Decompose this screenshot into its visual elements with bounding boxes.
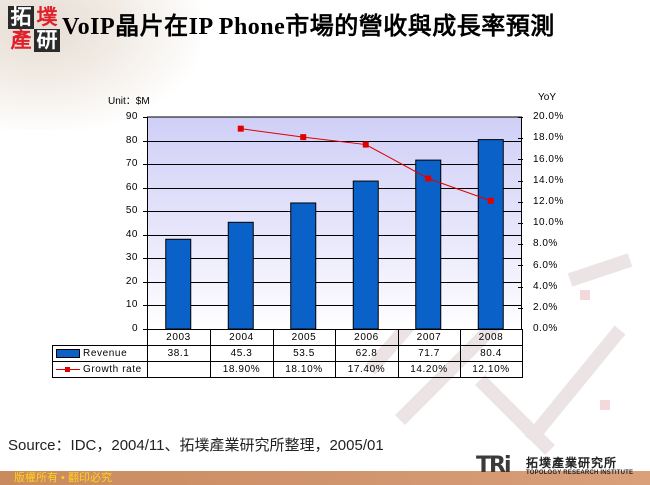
y-tick-left: 10 [125,299,138,310]
logo-char: 拓 [8,6,34,29]
growth-cell [146,361,211,378]
table-row-growth: Growth rate 18.90% 18.10% 17.40% 14.20% … [52,361,523,378]
revenue-bar [415,159,442,330]
year-cell: 2005 [272,329,336,346]
year-cell: 2007 [397,329,461,346]
tri-logo-badge: 拓 墣 產 研 [8,6,60,52]
y-tick-right: 8.0% [533,238,558,249]
logo-char: 研 [34,29,60,52]
y-tick-right: 6.0% [533,260,558,271]
revenue-bar [352,180,379,330]
year-cell: 2003 [146,329,211,346]
logo-char: 墣 [36,5,58,29]
revenue-bar [477,139,504,330]
growth-cell: 12.10% [459,361,523,378]
growth-rate-marker [362,141,369,148]
y-tick-right: 4.0% [533,281,558,292]
revenue-cell: 45.3 [209,345,274,362]
tri-logo-mark: TRi [476,453,511,478]
y-tick-right: 12.0% [533,196,564,207]
copyright-text: 版權所有 • 翻印必究 [14,472,112,484]
tri-brand-logo: TRi 拓墣產業研究所 TOPOLOGY RESEARCH INSTITUTE [476,453,648,479]
revenue-cell: 53.5 [272,345,336,362]
y-tick-right: 14.0% [533,175,564,186]
legend-revenue: Revenue [52,345,148,362]
y-tick-right: 0.0% [533,323,558,334]
y-tick-left: 70 [125,158,138,169]
growth-cell: 14.20% [397,361,461,378]
y-tick-right: 2.0% [533,302,558,313]
revenue-bar [165,238,192,330]
growth-rate-marker [425,175,432,182]
table-row-years: 2003 2004 2005 2006 2007 2008 [53,329,523,346]
y-tick-right: 10.0% [533,217,564,228]
revenue-cell: 71.7 [397,345,461,362]
y-axis-right-label: YoY [538,92,556,103]
y-tick-left: 60 [125,182,138,193]
bar-swatch-icon [56,348,80,358]
growth-rate-marker [487,197,494,204]
growth-rate-marker [300,134,307,141]
y-tick-left: 30 [125,252,138,263]
legend-growth-rate: Growth rate [52,361,148,378]
chart-data-table: 2003 2004 2005 2006 2007 2008 Revenue 38… [52,329,523,378]
year-cell: 2008 [459,329,523,346]
y-tick-left: 20 [125,276,138,287]
revenue-cell: 62.8 [334,345,399,362]
growth-cell: 18.90% [209,361,274,378]
year-cell: 2004 [209,329,274,346]
brand-name-en: TOPOLOGY RESEARCH INSTITUTE [526,470,634,476]
y-tick-left: 40 [125,229,138,240]
footer-bar [0,471,650,485]
revenue-bar [227,221,254,330]
logo-char: 產 [10,28,32,52]
y-tick-left: 0 [131,323,138,334]
y-tick-right: 18.0% [533,132,564,143]
y-tick-left: 80 [125,135,138,146]
page-title: VoIP晶片在IP Phone市場的營收與成長率預測 [62,14,555,40]
growth-cell: 17.40% [334,361,399,378]
revenue-cell: 80.4 [459,345,523,362]
line-marker-swatch-icon [56,365,80,374]
growth-cell: 18.10% [272,361,336,378]
y-tick-left: 90 [125,111,138,122]
brand-name-cn: 拓墣產業研究所 [526,456,618,470]
y-tick-left: 50 [125,205,138,216]
y-tick-right: 20.0% [533,111,564,122]
table-row-revenue: Revenue 38.1 45.3 53.5 62.8 71.7 80.4 [52,345,523,362]
source-note: Source：IDC，2004/11、拓墣產業研究所整理，2005/01 [8,437,384,454]
year-cell: 2006 [334,329,399,346]
revenue-cell: 38.1 [146,345,211,362]
y-axis-left-label: Unit：$M [108,96,150,107]
growth-rate-marker [237,125,244,132]
revenue-bar [290,202,317,330]
y-tick-right: 16.0% [533,154,564,165]
